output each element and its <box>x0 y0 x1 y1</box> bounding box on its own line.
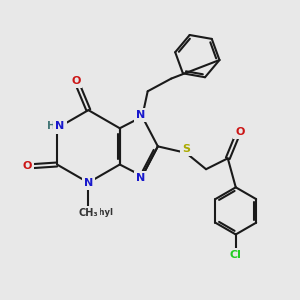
Text: CH₃: CH₃ <box>79 208 98 218</box>
Text: N: N <box>55 122 64 131</box>
Text: H: H <box>47 122 56 131</box>
Text: Cl: Cl <box>230 250 242 260</box>
Text: O: O <box>235 127 244 137</box>
Text: O: O <box>22 161 32 171</box>
Text: N: N <box>136 173 145 183</box>
Text: N: N <box>136 110 145 120</box>
Text: N: N <box>84 178 93 188</box>
Text: S: S <box>182 144 190 154</box>
Text: O: O <box>71 76 80 86</box>
Text: methyl: methyl <box>80 208 113 217</box>
